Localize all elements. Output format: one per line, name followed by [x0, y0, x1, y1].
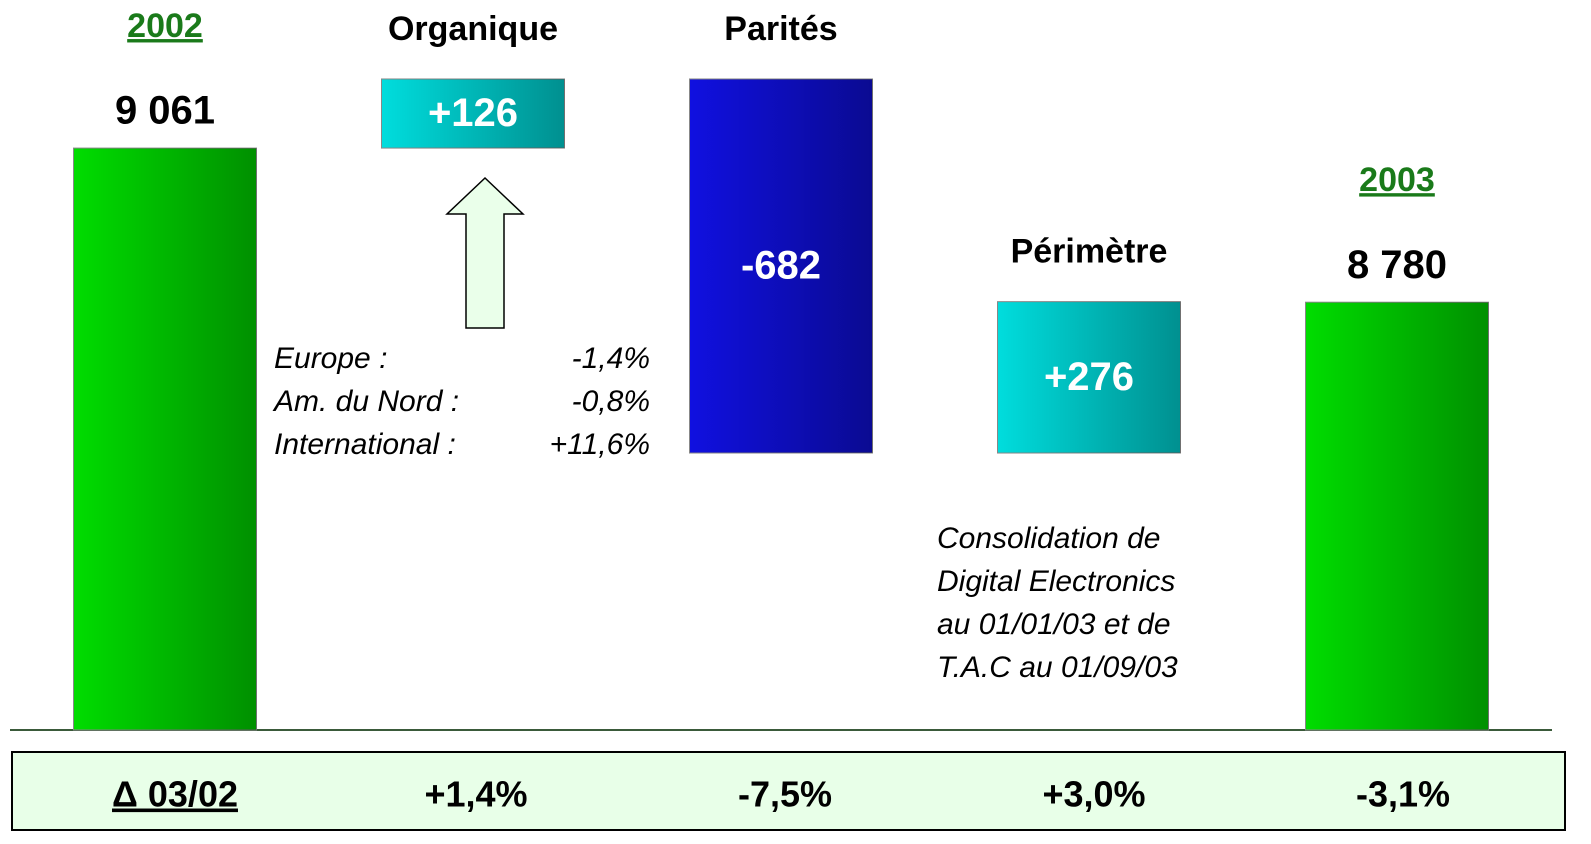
- value-label: 9 061: [115, 89, 215, 133]
- bar-shade: [1305, 302, 1489, 730]
- note-label: International :: [274, 428, 456, 461]
- bar-shade: [997, 301, 1181, 454]
- value-label: +126: [428, 91, 518, 135]
- growth-value: -7,5%: [738, 774, 832, 815]
- note-label: Am. du Nord :: [272, 385, 459, 418]
- value-label: -682: [741, 244, 821, 288]
- note-label: Europe :: [274, 342, 387, 375]
- category-label: Parités: [724, 10, 837, 48]
- category-label: 2002: [127, 7, 203, 45]
- category-label: Organique: [388, 10, 558, 48]
- up-arrow: [445, 176, 525, 329]
- growth-label: Δ 03/02: [112, 774, 238, 815]
- note-line: T.A.C au 01/09/03: [937, 651, 1178, 684]
- note-value: -1,4%: [572, 342, 650, 375]
- category-label: Périmètre: [1011, 233, 1168, 271]
- note-value: +11,6%: [550, 428, 650, 461]
- note-line: au 01/01/03 et de: [937, 608, 1171, 641]
- bar-shade: [381, 78, 565, 149]
- note-line: Consolidation de: [937, 522, 1161, 555]
- bar-shade: [689, 78, 873, 454]
- growth-box: [11, 751, 1566, 831]
- note-value: -0,8%: [572, 385, 650, 418]
- bar-shade: [73, 148, 257, 731]
- category-label: 2003: [1359, 161, 1435, 199]
- value-label: 8 780: [1347, 243, 1447, 287]
- growth-value: +1,4%: [424, 774, 527, 815]
- note-line: Digital Electronics: [937, 565, 1175, 598]
- value-label: +276: [1044, 355, 1134, 399]
- growth-value: +3,0%: [1042, 774, 1145, 815]
- growth-value: -3,1%: [1356, 774, 1450, 815]
